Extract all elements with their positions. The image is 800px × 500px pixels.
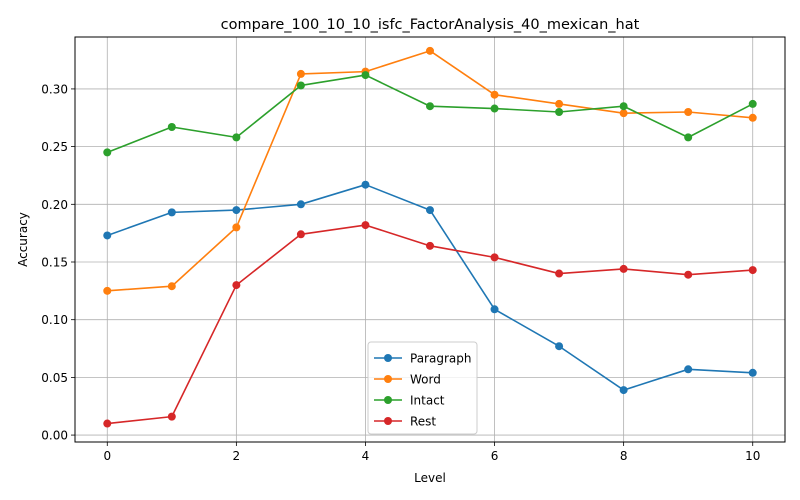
legend: Paragraph Word Intact Rest	[367, 341, 478, 435]
y-axis-ticks: 0.00 0.05 0.10 0.15 0.20 0.25 0.30	[41, 82, 75, 443]
data-point-word	[103, 286, 112, 295]
data-point-paragraph	[296, 200, 305, 209]
legend-label-word: Word	[410, 373, 441, 387]
data-point-intact	[490, 104, 499, 113]
data-point-intact	[748, 99, 757, 108]
data-point-rest	[555, 269, 564, 278]
y-axis-label: Accuracy	[16, 212, 30, 267]
data-point-paragraph	[361, 180, 370, 189]
legend-label-intact: Intact	[410, 394, 445, 408]
data-point-intact	[684, 133, 693, 142]
legend-marker-intact	[384, 396, 392, 404]
legend-marker-word	[384, 375, 392, 383]
y-tick-label: 0.20	[41, 198, 68, 212]
series-line-word	[107, 50, 753, 292]
data-point-paragraph	[555, 342, 564, 351]
x-tick-label: 2	[233, 449, 241, 463]
series-line-intact	[106, 74, 754, 154]
data-point-rest	[748, 266, 757, 275]
data-point-intact	[103, 148, 112, 157]
data-point-paragraph	[748, 368, 757, 377]
data-point-word	[684, 108, 693, 116]
data-point-word	[167, 282, 176, 291]
data-point-intact	[232, 133, 241, 142]
data-point-intact	[296, 81, 305, 90]
x-tick-label: 10	[745, 449, 760, 463]
data-point-word	[748, 113, 757, 122]
x-tick-label: 6	[491, 449, 499, 463]
data-point-word	[619, 109, 628, 118]
x-tick-label: 8	[620, 449, 628, 463]
y-tick-label: 0.10	[41, 313, 68, 327]
y-tick-label: 0.00	[41, 429, 68, 443]
x-axis-ticks: 0 2 4 6 8 10	[103, 442, 760, 463]
data-point-rest	[232, 281, 241, 290]
data-point-paragraph	[103, 231, 112, 240]
data-point-word	[296, 69, 305, 78]
y-tick-label: 0.05	[41, 371, 68, 385]
data-point-rest	[490, 253, 499, 262]
series-points	[103, 46, 757, 428]
data-point-word	[555, 99, 564, 108]
legend-box	[367, 341, 478, 435]
chart-title: compare_100_10_10_isfc_FactorAnalysis_40…	[221, 17, 640, 33]
y-tick-label: 0.15	[41, 256, 68, 270]
plot-area-frame	[74, 36, 786, 443]
y-tick-label: 0.25	[41, 140, 68, 154]
data-point-rest	[296, 230, 305, 239]
data-point-paragraph	[684, 365, 693, 374]
data-point-rest	[684, 270, 693, 279]
data-point-paragraph	[619, 386, 628, 395]
legend-label-paragraph: Paragraph	[410, 352, 471, 366]
data-point-paragraph	[167, 208, 176, 217]
legend-marker-paragraph	[384, 354, 392, 362]
x-tick-label: 4	[362, 449, 370, 463]
legend-marker-rest	[384, 417, 392, 425]
data-point-paragraph	[426, 206, 434, 215]
legend-label-rest: Rest	[410, 415, 436, 429]
data-point-rest	[361, 221, 370, 230]
data-point-word	[490, 90, 499, 99]
data-point-rest	[103, 419, 112, 428]
data-point-intact	[167, 123, 176, 131]
data-point-intact	[555, 108, 564, 116]
data-point-rest	[426, 241, 434, 250]
x-axis-label: Level	[414, 471, 446, 485]
data-point-intact	[361, 71, 370, 80]
data-point-intact	[619, 102, 628, 111]
data-point-intact	[426, 102, 434, 111]
data-point-word	[232, 223, 241, 232]
data-point-paragraph	[490, 305, 499, 314]
data-point-rest	[619, 264, 628, 273]
data-point-word	[426, 46, 434, 55]
data-point-paragraph	[232, 206, 241, 215]
x-tick-label: 0	[103, 449, 111, 463]
y-tick-label: 0.30	[41, 82, 68, 96]
data-point-rest	[167, 412, 176, 421]
